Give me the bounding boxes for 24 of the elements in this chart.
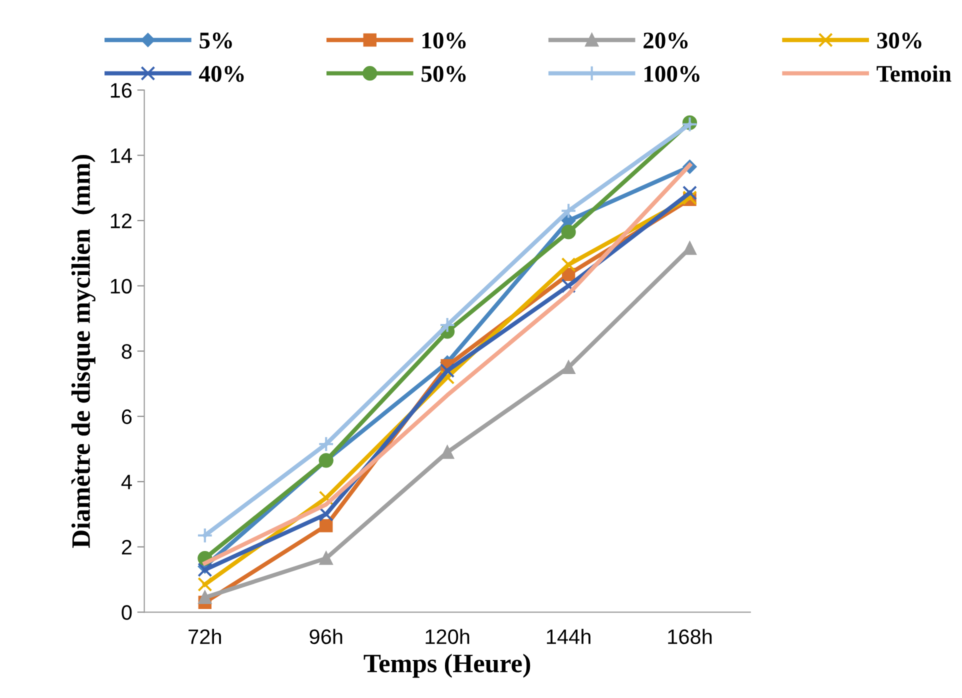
y-tick-label: 10 (110, 278, 132, 294)
y-axis-title: Diamètre de disque mycilien (mm) (71, 154, 96, 548)
y-tick-label: 8 (122, 344, 132, 359)
x-tick-label: 120h (426, 628, 470, 644)
y-tick-label: 12 (110, 214, 132, 228)
x-tick-label: 144h (546, 628, 590, 644)
legend-label: 20% (644, 32, 688, 49)
y-tick-label: 16 (110, 83, 132, 98)
x-tick-label: 72h (188, 628, 221, 644)
legend-label: 30% (877, 32, 922, 49)
legend-label: 50% (422, 66, 466, 82)
y-tick-label: 0 (122, 605, 132, 620)
y-tick-label: 4 (121, 474, 132, 490)
legend-label: 40% (199, 66, 244, 82)
x-tick-label: 96h (310, 628, 342, 644)
y-tick-label: 6 (122, 409, 132, 424)
y-tick-label: 2 (122, 540, 132, 554)
legend-label: Temoin (876, 65, 952, 82)
x-axis-title: Temps (Heure) (364, 654, 530, 678)
legend-label: 5% (200, 32, 232, 49)
legend-label: 10% (422, 32, 466, 49)
y-tick-label: 14 (110, 148, 132, 163)
legend-label: 100% (644, 66, 700, 82)
x-tick-label: 168h (668, 628, 712, 644)
